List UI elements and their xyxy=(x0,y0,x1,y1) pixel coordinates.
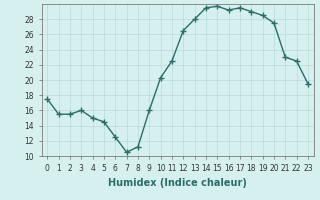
X-axis label: Humidex (Indice chaleur): Humidex (Indice chaleur) xyxy=(108,178,247,188)
